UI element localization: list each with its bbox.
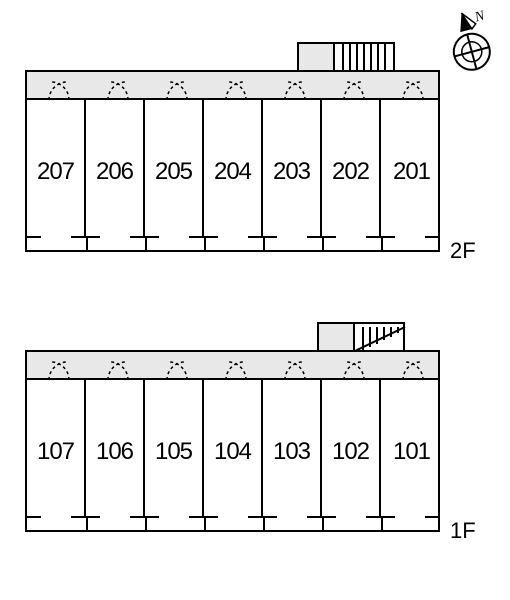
stair-landing-2f bbox=[297, 42, 333, 72]
unit-label: 107 bbox=[27, 438, 84, 466]
unit-203: 203 bbox=[263, 100, 322, 236]
unit-201: 201 bbox=[381, 100, 442, 236]
unit-label: 105 bbox=[145, 438, 202, 466]
floor-plan-diagram: N 207 206 205 204 203 202 20 bbox=[0, 0, 510, 600]
unit-106: 106 bbox=[86, 380, 145, 516]
stairs-2f bbox=[333, 42, 395, 72]
unit-label: 102 bbox=[322, 438, 379, 466]
unit-label: 103 bbox=[263, 438, 320, 466]
unit-label: 101 bbox=[381, 438, 442, 466]
floor-body-2f: 207 206 205 204 203 202 201 bbox=[25, 98, 440, 238]
unit-101: 101 bbox=[381, 380, 442, 516]
corridor-2f bbox=[25, 70, 440, 100]
unit-205: 205 bbox=[145, 100, 204, 236]
unit-107: 107 bbox=[27, 380, 86, 516]
unit-label: 202 bbox=[322, 158, 379, 186]
unit-105: 105 bbox=[145, 380, 204, 516]
stairs-1f bbox=[353, 322, 405, 352]
stair-landing-1f bbox=[317, 322, 353, 352]
balcony-2f bbox=[25, 238, 440, 252]
unit-label: 204 bbox=[204, 158, 261, 186]
unit-label: 207 bbox=[27, 158, 84, 186]
compass-icon: N bbox=[435, 10, 505, 80]
unit-206: 206 bbox=[86, 100, 145, 236]
unit-label: 201 bbox=[381, 158, 442, 186]
unit-202: 202 bbox=[322, 100, 381, 236]
unit-label: 104 bbox=[204, 438, 261, 466]
unit-label: 205 bbox=[145, 158, 202, 186]
floor-body-1f: 107 106 105 104 103 102 101 bbox=[25, 378, 440, 518]
unit-103: 103 bbox=[263, 380, 322, 516]
unit-label: 206 bbox=[86, 158, 143, 186]
unit-204: 204 bbox=[204, 100, 263, 236]
corridor-1f bbox=[25, 350, 440, 380]
unit-207: 207 bbox=[27, 100, 86, 236]
unit-104: 104 bbox=[204, 380, 263, 516]
unit-label: 106 bbox=[86, 438, 143, 466]
floor-label-2f: 2F bbox=[450, 238, 476, 264]
floor-label-1f: 1F bbox=[450, 518, 476, 544]
unit-label: 203 bbox=[263, 158, 320, 186]
balcony-1f bbox=[25, 518, 440, 532]
unit-102: 102 bbox=[322, 380, 381, 516]
